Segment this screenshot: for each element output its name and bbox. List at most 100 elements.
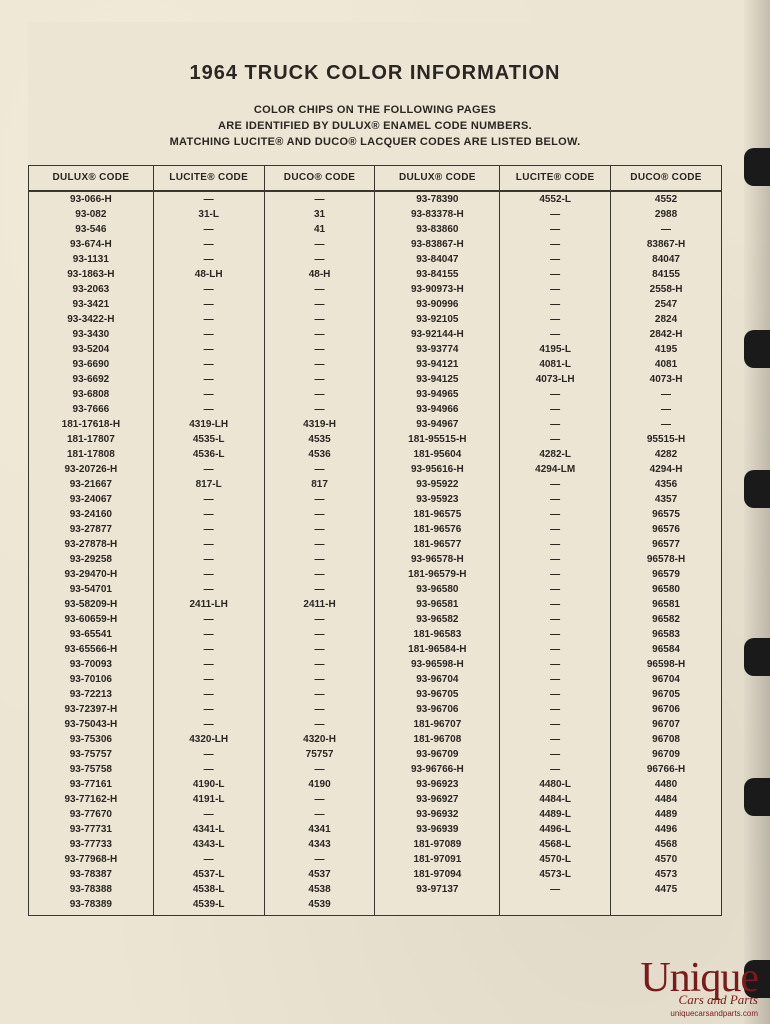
table-cell: 93-96927 bbox=[375, 792, 500, 807]
table-cell: 93-96766-H bbox=[375, 762, 500, 777]
table-row: 93-24160——181-96575—96575 bbox=[29, 507, 722, 522]
table-cell: 4570 bbox=[611, 852, 722, 867]
table-cell: 181-97094 bbox=[375, 867, 500, 882]
table-cell: 93-60659-H bbox=[29, 612, 154, 627]
table-cell: — bbox=[611, 402, 722, 417]
watermark-url: uniquecarsandparts.com bbox=[640, 1009, 758, 1018]
table-cell: 4190-L bbox=[153, 777, 264, 792]
table-cell: — bbox=[264, 237, 375, 252]
table-row: 181-178084536-L4536181-956044282-L4282 bbox=[29, 447, 722, 462]
table-cell: 93-7666 bbox=[29, 402, 154, 417]
table-cell: — bbox=[500, 312, 611, 327]
table-cell: — bbox=[264, 252, 375, 267]
table-cell: 4570-L bbox=[500, 852, 611, 867]
table-cell: 93-94125 bbox=[375, 372, 500, 387]
table-cell: 93-96582 bbox=[375, 612, 500, 627]
table-row: 93-777314341-L434193-969394496-L4496 bbox=[29, 822, 722, 837]
table-cell: 93-70106 bbox=[29, 672, 154, 687]
table-cell: 93-2063 bbox=[29, 282, 154, 297]
table-cell: — bbox=[264, 717, 375, 732]
table-row: 93-75758——93-96766-H—96766-H bbox=[29, 762, 722, 777]
table-cell: — bbox=[500, 477, 611, 492]
table-cell: — bbox=[264, 507, 375, 522]
table-cell: 181-97091 bbox=[375, 852, 500, 867]
table-cell: 93-94121 bbox=[375, 357, 500, 372]
table-cell: — bbox=[264, 567, 375, 582]
table-cell: 4341 bbox=[264, 822, 375, 837]
table-cell: — bbox=[500, 492, 611, 507]
table-cell: 93-20726-H bbox=[29, 462, 154, 477]
table-cell: 181-95604 bbox=[375, 447, 500, 462]
table-cell: 93-75306 bbox=[29, 732, 154, 747]
table-row: 93-6692——93-941254073-LH4073-H bbox=[29, 372, 722, 387]
table-cell: — bbox=[500, 687, 611, 702]
table-cell: 96707 bbox=[611, 717, 722, 732]
table-row: 93-08231-L3193-83378-H—2988 bbox=[29, 207, 722, 222]
table-cell: 96709 bbox=[611, 747, 722, 762]
table-cell: 93-6690 bbox=[29, 357, 154, 372]
table-row: 93-771614190-L419093-969234480-L4480 bbox=[29, 777, 722, 792]
table-cell: 93-3422-H bbox=[29, 312, 154, 327]
table-cell: — bbox=[264, 312, 375, 327]
table-row: 93-783874537-L4537181-970944573-L4573 bbox=[29, 867, 722, 882]
table-cell: — bbox=[264, 792, 375, 807]
table-cell: — bbox=[264, 402, 375, 417]
table-cell: 93-94966 bbox=[375, 402, 500, 417]
table-cell bbox=[375, 897, 500, 916]
table-cell: 93-6692 bbox=[29, 372, 154, 387]
table-cell: 4319-H bbox=[264, 417, 375, 432]
table-row: 93-29258——93-96578-H—96578-H bbox=[29, 552, 722, 567]
table-row: 93-674-H——93-83867-H—83867-H bbox=[29, 237, 722, 252]
table-cell: — bbox=[153, 222, 264, 237]
table-cell: 93-066-H bbox=[29, 191, 154, 207]
table-cell: — bbox=[153, 282, 264, 297]
table-cell: — bbox=[153, 372, 264, 387]
table-row: 93-75043-H——181-96707—96707 bbox=[29, 717, 722, 732]
table-cell: 4081-L bbox=[500, 357, 611, 372]
table-cell: — bbox=[500, 237, 611, 252]
table-cell: 93-96705 bbox=[375, 687, 500, 702]
table-cell: — bbox=[500, 657, 611, 672]
table-cell: 48-H bbox=[264, 267, 375, 282]
table-cell: — bbox=[153, 552, 264, 567]
table-cell: — bbox=[153, 357, 264, 372]
table-cell: 93-77670 bbox=[29, 807, 154, 822]
table-cell: 181-96708 bbox=[375, 732, 500, 747]
table-cell: 817 bbox=[264, 477, 375, 492]
table-cell: — bbox=[264, 672, 375, 687]
table-cell: 93-94965 bbox=[375, 387, 500, 402]
table-cell: 93-94967 bbox=[375, 417, 500, 432]
table-row: 93-777334343-L4343181-970894568-L4568 bbox=[29, 837, 722, 852]
table-cell: — bbox=[264, 297, 375, 312]
table-cell: 2988 bbox=[611, 207, 722, 222]
table-cell: 4294-H bbox=[611, 462, 722, 477]
table-cell: — bbox=[264, 702, 375, 717]
table-cell: 95515-H bbox=[611, 432, 722, 447]
table-cell: 96580 bbox=[611, 582, 722, 597]
table-cell: 93-24160 bbox=[29, 507, 154, 522]
table-row: 93-58209-H2411-LH2411-H93-96581—96581 bbox=[29, 597, 722, 612]
table-cell: 4480-L bbox=[500, 777, 611, 792]
table-body: 93-066-H——93-783904552-L455293-08231-L31… bbox=[29, 191, 722, 916]
table-cell: — bbox=[500, 252, 611, 267]
table-cell: — bbox=[500, 552, 611, 567]
table-cell: — bbox=[500, 402, 611, 417]
table-row: 93-753064320-LH4320-H181-96708—96708 bbox=[29, 732, 722, 747]
table-cell: 4320-LH bbox=[153, 732, 264, 747]
table-cell: 4356 bbox=[611, 477, 722, 492]
table-cell: 93-77161 bbox=[29, 777, 154, 792]
table-cell: 4343 bbox=[264, 837, 375, 852]
table-cell: 93-83378-H bbox=[375, 207, 500, 222]
table-cell: 181-17807 bbox=[29, 432, 154, 447]
table-cell: — bbox=[153, 522, 264, 537]
page-content: 1964 TRUCK COLOR INFORMATION COLOR CHIPS… bbox=[28, 22, 722, 916]
table-cell: — bbox=[264, 462, 375, 477]
table-row: 93-7666——93-94966—— bbox=[29, 402, 722, 417]
table-cell: 4489-L bbox=[500, 807, 611, 822]
table-cell: 4552 bbox=[611, 191, 722, 207]
table-row: 93-65541——181-96583—96583 bbox=[29, 627, 722, 642]
table-cell: — bbox=[153, 507, 264, 522]
table-cell: — bbox=[500, 207, 611, 222]
table-cell: — bbox=[153, 297, 264, 312]
table-cell: — bbox=[264, 687, 375, 702]
